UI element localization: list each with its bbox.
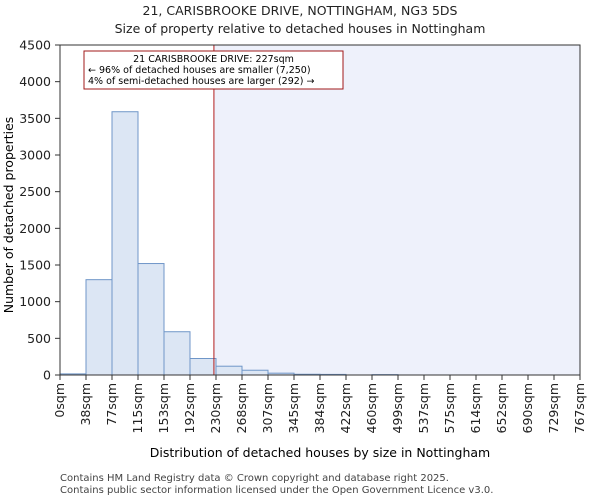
x-tick-label: 652sqm bbox=[494, 383, 509, 433]
chart-subtitle: Size of property relative to detached ho… bbox=[114, 21, 486, 36]
x-tick-label: 268sqm bbox=[234, 383, 249, 433]
y-tick-label: 500 bbox=[27, 331, 51, 346]
bar-192sqm bbox=[189, 358, 217, 376]
y-tick-label: 2500 bbox=[19, 184, 51, 199]
y-tick-label: 2000 bbox=[19, 221, 51, 236]
y-tick-label: 4500 bbox=[19, 38, 51, 53]
x-tick-label: 345sqm bbox=[286, 383, 301, 433]
x-tick-label: 575sqm bbox=[442, 383, 457, 433]
plot-frame bbox=[59, 44, 581, 376]
x-tick-label: 192sqm bbox=[182, 383, 197, 433]
x-tick-label: 729sqm bbox=[546, 383, 561, 433]
footer-licence: Contains public sector information licen… bbox=[60, 485, 494, 496]
x-tick-label: 767sqm bbox=[572, 383, 587, 433]
x-tick-label: 38sqm bbox=[78, 383, 93, 426]
x-tick-label: 77sqm bbox=[104, 383, 119, 426]
bar-38sqm bbox=[85, 279, 113, 376]
annotation-line-property: 21 CARISBROOKE DRIVE: 227sqm bbox=[133, 54, 294, 65]
annotation-line-smaller: ← 96% of detached houses are smaller (7,… bbox=[88, 65, 311, 76]
x-tick-label: 115sqm bbox=[130, 383, 145, 433]
x-tick-label: 384sqm bbox=[312, 383, 327, 433]
footer-copyright: Contains HM Land Registry data © Crown c… bbox=[60, 473, 449, 484]
x-axis-label: Distribution of detached houses by size … bbox=[150, 445, 490, 460]
y-tick-label: 4000 bbox=[19, 74, 51, 89]
y-tick-label: 0 bbox=[43, 368, 51, 383]
x-tick-label: 614sqm bbox=[468, 383, 483, 433]
x-tick-label: 499sqm bbox=[390, 383, 405, 433]
y-tick-label: 1500 bbox=[19, 258, 51, 273]
annotation-box: 21 CARISBROOKE DRIVE: 227sqm ← 96% of de… bbox=[83, 50, 344, 90]
y-axis-label: Number of detached properties bbox=[1, 117, 16, 314]
x-tick-label: 422sqm bbox=[338, 383, 353, 433]
bar-77sqm bbox=[111, 111, 139, 376]
x-tick-label: 537sqm bbox=[416, 383, 431, 433]
x-tick-label: 690sqm bbox=[520, 383, 535, 433]
x-tick-label: 307sqm bbox=[260, 383, 275, 433]
x-tick-label: 153sqm bbox=[156, 383, 171, 433]
bar-115sqm bbox=[137, 263, 165, 376]
y-tick-label: 3500 bbox=[19, 111, 51, 126]
annotation-line-larger: 4% of semi-detached houses are larger (2… bbox=[88, 76, 315, 87]
x-tick-label: 230sqm bbox=[208, 383, 223, 433]
chart-title: 21, CARISBROOKE DRIVE, NOTTINGHAM, NG3 5… bbox=[142, 3, 458, 18]
x-tick-label: 0sqm bbox=[52, 383, 67, 418]
bar-230sqm bbox=[215, 365, 243, 376]
y-tick-label: 1000 bbox=[19, 294, 51, 309]
y-tick-label: 3000 bbox=[19, 148, 51, 163]
x-tick-label: 460sqm bbox=[364, 383, 379, 433]
bar-268sqm bbox=[241, 369, 269, 376]
larger-region-highlight bbox=[213, 45, 581, 375]
bar-153sqm bbox=[163, 331, 191, 376]
